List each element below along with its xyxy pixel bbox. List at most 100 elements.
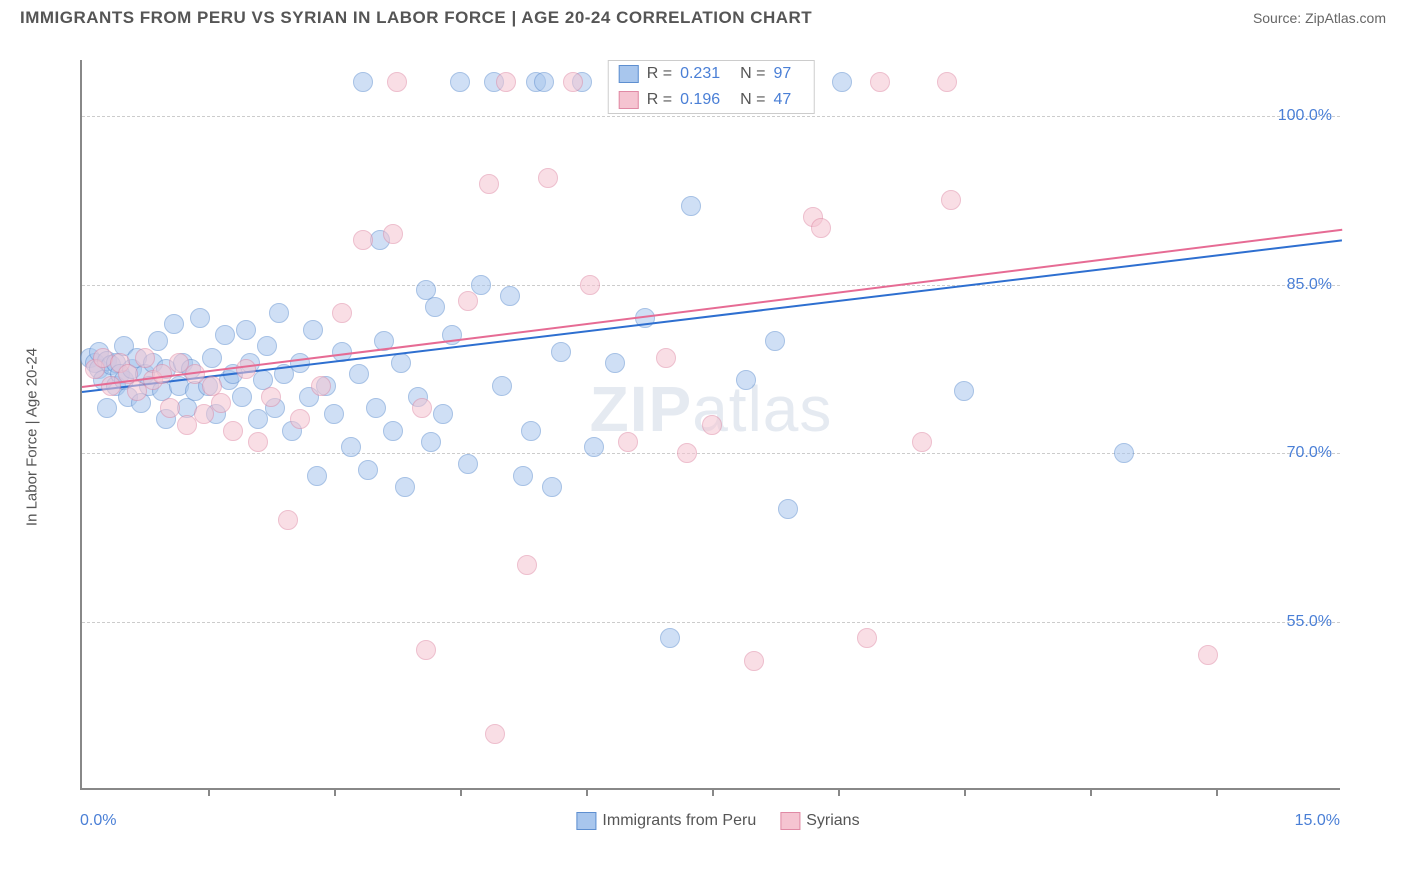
data-point — [433, 404, 453, 424]
data-point — [412, 398, 432, 418]
chart-title: IMMIGRANTS FROM PERU VS SYRIAN IN LABOR … — [20, 8, 812, 28]
x-tick — [838, 788, 840, 796]
data-point — [492, 376, 512, 396]
x-tick — [964, 788, 966, 796]
data-point — [513, 466, 533, 486]
data-point — [211, 393, 231, 413]
x-tick — [586, 788, 588, 796]
data-point — [349, 364, 369, 384]
data-point — [857, 628, 877, 648]
data-point — [702, 415, 722, 435]
x-tick — [1090, 788, 1092, 796]
x-tick — [208, 788, 210, 796]
data-point — [681, 196, 701, 216]
data-point — [618, 432, 638, 452]
watermark-bold: ZIP — [590, 373, 693, 445]
chart-header: IMMIGRANTS FROM PERU VS SYRIAN IN LABOR … — [0, 0, 1406, 32]
y-tick-label: 55.0% — [1287, 613, 1332, 631]
data-point — [832, 72, 852, 92]
data-point — [236, 320, 256, 340]
data-point — [744, 651, 764, 671]
data-point — [257, 336, 277, 356]
r-label: R = — [647, 65, 672, 83]
plot-area: ZIPatlas R =0.231N =97R =0.196N =47 55.0… — [80, 60, 1340, 790]
n-value: 97 — [773, 65, 791, 83]
data-point — [1114, 443, 1134, 463]
data-point — [485, 724, 505, 744]
x-label-max: 15.0% — [1295, 812, 1340, 830]
data-point — [458, 454, 478, 474]
data-point — [534, 72, 554, 92]
data-point — [416, 640, 436, 660]
legend-row: R =0.196N =47 — [609, 87, 814, 113]
data-point — [912, 432, 932, 452]
y-axis-title: In Labor Force | Age 20-24 — [24, 348, 41, 526]
data-point — [521, 421, 541, 441]
data-point — [383, 224, 403, 244]
data-point — [248, 432, 268, 452]
data-point — [551, 342, 571, 362]
legend-row: R = 0.231 N = 97 — [609, 61, 814, 87]
n-label: N = — [740, 65, 765, 83]
data-point — [395, 477, 415, 497]
x-tick — [712, 788, 714, 796]
y-tick-label: 100.0% — [1278, 107, 1332, 125]
data-point — [660, 628, 680, 648]
data-point — [500, 286, 520, 306]
data-point — [202, 348, 222, 368]
data-point — [1198, 645, 1218, 665]
legend-swatch — [619, 91, 639, 109]
chart-container: In Labor Force | Age 20-24 ZIPatlas R =0… — [50, 42, 1386, 832]
data-point — [311, 376, 331, 396]
gridline — [82, 622, 1340, 623]
legend-swatch — [576, 812, 596, 830]
data-point — [811, 218, 831, 238]
legend-item: Syrians — [780, 812, 859, 830]
data-point — [941, 190, 961, 210]
x-tick — [460, 788, 462, 796]
data-point — [366, 398, 386, 418]
x-tick — [334, 788, 336, 796]
data-point — [542, 477, 562, 497]
source-label: Source: — [1253, 10, 1305, 26]
data-point — [736, 370, 756, 390]
legend-item: Immigrants from Peru — [576, 812, 756, 830]
y-tick-label: 70.0% — [1287, 444, 1332, 462]
data-point — [656, 348, 676, 368]
data-point — [538, 168, 558, 188]
data-point — [954, 381, 974, 401]
data-point — [332, 303, 352, 323]
data-point — [450, 72, 470, 92]
data-point — [290, 409, 310, 429]
n-label: N = — [740, 91, 765, 109]
r-value: 0.231 — [680, 65, 720, 83]
chart-source: Source: ZipAtlas.com — [1253, 10, 1386, 26]
data-point — [190, 308, 210, 328]
data-point — [425, 297, 445, 317]
data-point — [353, 72, 373, 92]
data-point — [236, 359, 256, 379]
legend-label: Immigrants from Peru — [602, 812, 756, 830]
data-point — [307, 466, 327, 486]
data-point — [97, 398, 117, 418]
data-point — [358, 460, 378, 480]
data-point — [580, 275, 600, 295]
data-point — [458, 291, 478, 311]
data-point — [160, 398, 180, 418]
r-value: 0.196 — [680, 91, 720, 109]
data-point — [164, 314, 184, 334]
data-point — [778, 499, 798, 519]
data-point — [353, 230, 373, 250]
data-point — [269, 303, 289, 323]
data-point — [677, 443, 697, 463]
data-point — [215, 325, 235, 345]
gridline — [82, 116, 1340, 117]
data-point — [584, 437, 604, 457]
data-point — [303, 320, 323, 340]
data-point — [765, 331, 785, 351]
n-value: 47 — [773, 91, 791, 109]
gridline — [82, 285, 1340, 286]
legend-label: Syrians — [806, 812, 859, 830]
legend-swatch — [780, 812, 800, 830]
data-point — [517, 555, 537, 575]
